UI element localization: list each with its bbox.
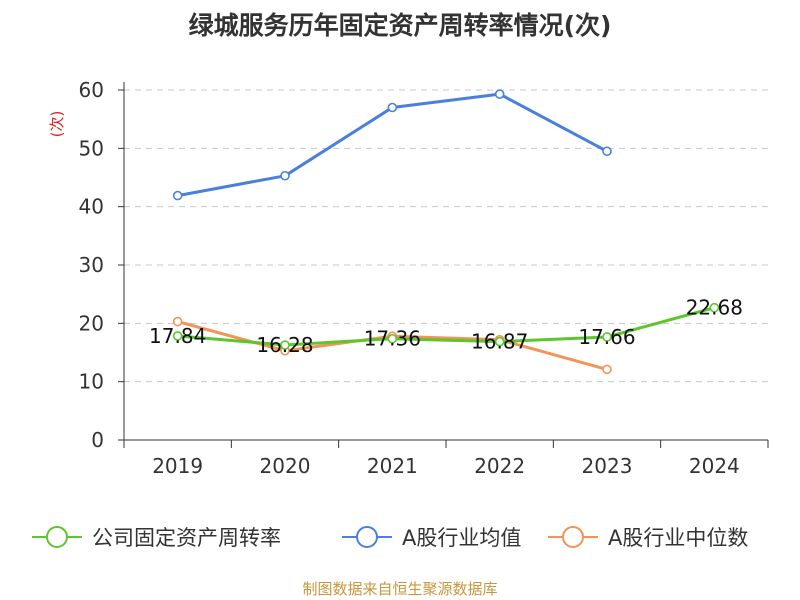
chart-title: 绿城服务历年固定资产周转率情况(次) [188, 11, 612, 40]
legend-label: 公司固定资产周转率 [92, 526, 281, 550]
data-point [280, 340, 290, 350]
y-tick-label: 20 [79, 311, 104, 335]
data-point [172, 190, 183, 201]
x-tick-label: 2024 [689, 454, 740, 478]
data-label: 17.66 [578, 325, 635, 349]
data-point [494, 89, 505, 99]
series-line [177, 306, 715, 347]
data-point [387, 333, 398, 344]
legend-marker [46, 526, 68, 548]
data-label: 17.84 [149, 324, 206, 348]
y-tick-label: 0 [91, 428, 104, 452]
x-tick-label: 2021 [367, 454, 418, 478]
x-tick-label: 2019 [152, 454, 203, 478]
x-tick-label: 2023 [582, 454, 633, 478]
y-tick-label: 10 [79, 370, 104, 394]
data-label: 17.36 [364, 327, 421, 351]
data-label: 22.68 [686, 296, 743, 320]
legend-marker [562, 526, 584, 548]
data-point [172, 316, 183, 327]
y-tick-label: 60 [79, 78, 104, 102]
data-label: 16.28 [256, 333, 313, 357]
y-axis-label: (次) [48, 111, 66, 138]
y-tick-label: 30 [79, 253, 104, 277]
data-point [602, 146, 612, 157]
data-point [602, 332, 612, 342]
data-point [172, 331, 183, 341]
data-point [494, 336, 505, 347]
x-tick-label: 2020 [260, 454, 311, 478]
legend-marker [356, 526, 378, 548]
data-source-note: 制图数据来自恒生聚源数据库 [302, 580, 498, 598]
data-point [709, 302, 720, 313]
legend-label: A股行业中位数 [608, 526, 748, 550]
x-tick-label: 2022 [474, 454, 525, 478]
y-tick-label: 50 [79, 136, 104, 160]
data-point [280, 170, 290, 181]
data-label: 16.87 [471, 330, 528, 354]
data-point [602, 364, 612, 375]
data-point [387, 102, 398, 113]
legend-label: A股行业均值 [402, 526, 521, 550]
y-tick-label: 40 [79, 195, 104, 219]
